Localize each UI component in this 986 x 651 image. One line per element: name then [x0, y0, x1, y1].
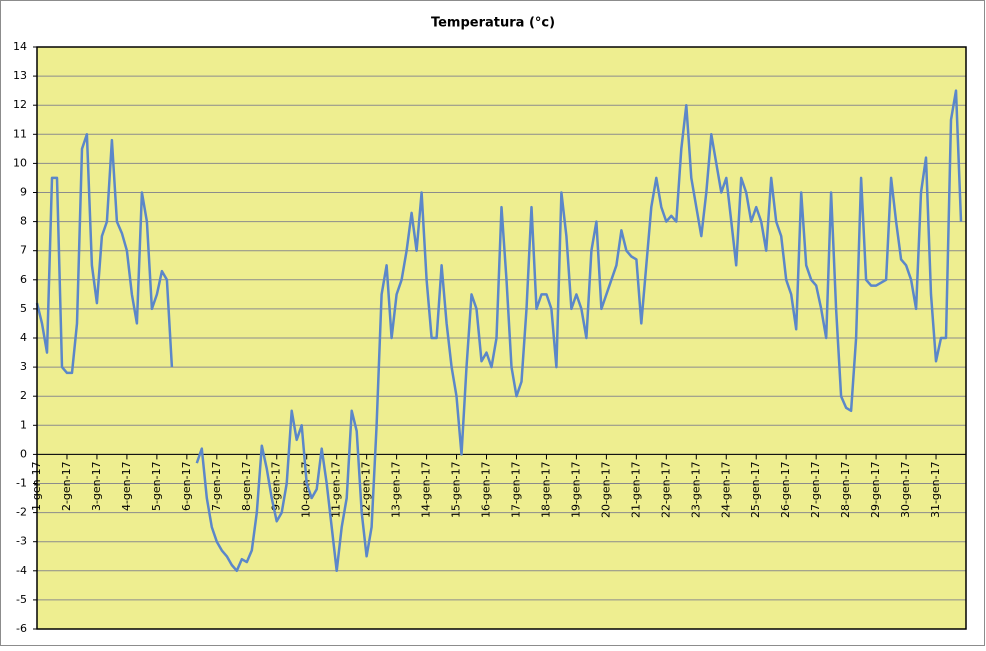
y-tick-label: 14: [13, 40, 27, 53]
y-tick-label: 13: [13, 69, 27, 82]
x-tick-label: 11-gen-17: [330, 461, 343, 518]
y-tick-label: 10: [13, 156, 27, 169]
x-tick-label: 12-gen-17: [360, 461, 373, 518]
y-tick-label: -2: [16, 506, 27, 519]
x-tick-label: 17-gen-17: [509, 461, 522, 518]
y-tick-label: -4: [16, 564, 27, 577]
x-tick-label: 2-gen-17: [60, 461, 73, 511]
x-tick-label: 3-gen-17: [90, 461, 103, 511]
y-tick-label: 4: [20, 331, 27, 344]
y-tick-label: 11: [13, 127, 27, 140]
x-tick-label: 13-gen-17: [390, 461, 403, 518]
x-tick-label: 19-gen-17: [569, 461, 582, 518]
x-tick-label: 5-gen-17: [150, 461, 163, 511]
chart-title: Temperatura (°c): [431, 16, 555, 31]
x-tick-label: 4-gen-17: [120, 461, 133, 511]
x-tick-label: 18-gen-17: [539, 461, 552, 518]
x-tick-label: 21-gen-17: [629, 461, 642, 518]
x-tick-label: 23-gen-17: [689, 461, 702, 518]
y-tick-label: 7: [20, 244, 27, 257]
x-tick-label: 20-gen-17: [599, 461, 612, 518]
y-tick-label: 2: [20, 389, 27, 402]
y-tick-label: 1: [20, 418, 27, 431]
x-tick-label: 27-gen-17: [809, 461, 822, 518]
y-tick-label: 8: [20, 215, 27, 228]
x-tick-label: 6-gen-17: [180, 461, 193, 511]
x-tick-label: 22-gen-17: [659, 461, 672, 518]
x-tick-label: 30-gen-17: [899, 461, 912, 518]
line-series: [35, 89, 963, 573]
x-tick-label: 24-gen-17: [719, 461, 732, 518]
x-tick-label: 29-gen-17: [869, 461, 882, 518]
x-tick-label: 8-gen-17: [240, 461, 253, 511]
y-tick-label: -6: [16, 622, 27, 635]
x-tick-label: 31-gen-17: [929, 461, 942, 518]
y-tick-label: -3: [16, 535, 27, 548]
plot-border: [36, 46, 967, 630]
y-tick-label: 3: [20, 360, 27, 373]
y-tick-label: 6: [20, 273, 27, 286]
x-tick-label: 7-gen-17: [210, 461, 223, 511]
y-tick-label: 12: [13, 98, 27, 111]
y-tick-label: -1: [16, 477, 27, 490]
y-tick-label: 9: [20, 186, 27, 199]
x-tick-label: 26-gen-17: [779, 461, 792, 518]
x-tick-label: 10-gen-17: [300, 461, 313, 518]
y-tick-label: 0: [20, 447, 27, 460]
x-tick-label: 16-gen-17: [480, 461, 493, 518]
y-tick-label: 5: [20, 302, 27, 315]
x-tick-label: 14-gen-17: [420, 461, 433, 518]
y-tick-label: -5: [16, 593, 27, 606]
x-tick-label: 28-gen-17: [839, 461, 852, 518]
x-tick-label: 15-gen-17: [450, 461, 463, 518]
x-tick-label: 25-gen-17: [749, 461, 762, 518]
